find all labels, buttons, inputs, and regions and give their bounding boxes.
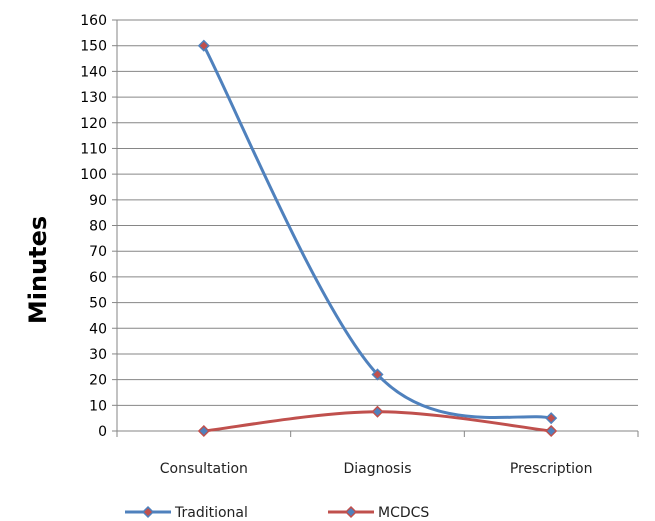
data-point-mcdcs xyxy=(545,424,558,438)
legend: Traditional MCDCS xyxy=(125,505,429,521)
y-tick-label: 20 xyxy=(89,373,107,389)
legend-marker xyxy=(141,505,155,519)
y-tick-label: 140 xyxy=(80,64,107,80)
y-tick-label: 90 xyxy=(89,193,107,209)
data-point-mcdcs xyxy=(197,424,210,438)
y-tick-label: 30 xyxy=(89,347,107,363)
y-axis-label: Minutes xyxy=(24,216,52,324)
data-point-traditional xyxy=(371,368,384,381)
data-point-mcdcs xyxy=(371,405,384,418)
y-tick-label: 110 xyxy=(80,141,107,157)
legend-marker xyxy=(344,505,358,519)
y-tick-label: 100 xyxy=(80,167,107,183)
y-tick-label: 40 xyxy=(89,321,107,337)
x-category-labels: Consultation Diagnosis Prescription xyxy=(160,461,593,477)
legend-label-mcdcs: MCDCS xyxy=(378,505,429,521)
y-tick-label: 50 xyxy=(89,296,107,312)
y-tick-label: 130 xyxy=(80,90,107,106)
x-category-label: Diagnosis xyxy=(343,461,411,477)
x-category-label: Consultation xyxy=(160,461,248,477)
y-tick-label: 160 xyxy=(80,13,107,29)
y-tick-label: 120 xyxy=(80,116,107,132)
y-tick-label: 70 xyxy=(89,244,107,260)
series-line-traditional xyxy=(202,44,552,420)
y-tick-label: 0 xyxy=(98,424,107,440)
legend-label-traditional: Traditional xyxy=(174,505,248,521)
y-tick-label: 10 xyxy=(89,398,107,414)
data-point-traditional xyxy=(545,412,558,425)
data-point-traditional xyxy=(197,39,210,52)
gridlines xyxy=(112,19,638,432)
y-tick-labels: 0 10 20 30 40 50 60 70 80 90 100 110 120 130 140 150 160 xyxy=(80,13,107,440)
x-category-label: Prescription xyxy=(510,461,593,477)
y-tick-label: 60 xyxy=(89,270,107,286)
series-markers xyxy=(197,39,558,438)
y-tick-label: 80 xyxy=(89,219,107,235)
y-tick-label: 150 xyxy=(80,39,107,55)
